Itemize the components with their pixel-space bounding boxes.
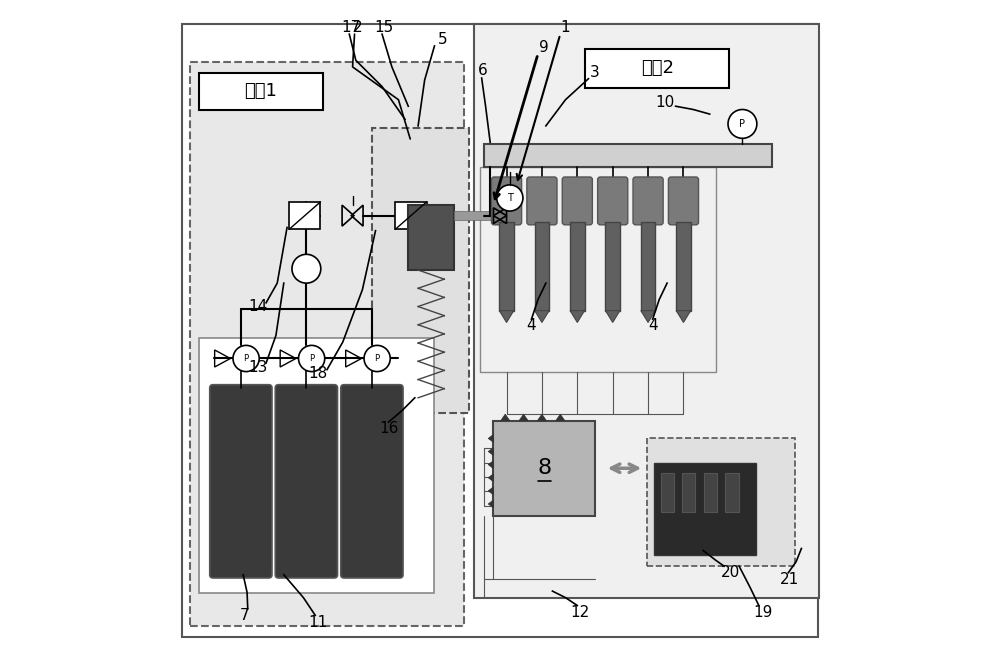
Circle shape xyxy=(299,345,325,372)
Bar xyxy=(454,211,500,220)
FancyBboxPatch shape xyxy=(598,177,628,225)
Polygon shape xyxy=(519,414,528,420)
FancyBboxPatch shape xyxy=(668,177,699,225)
Bar xyxy=(199,338,434,593)
Text: P: P xyxy=(309,354,314,363)
Text: P: P xyxy=(739,119,745,129)
FancyBboxPatch shape xyxy=(527,177,557,225)
Polygon shape xyxy=(488,434,493,442)
Circle shape xyxy=(292,254,321,283)
Bar xyxy=(372,128,469,413)
Text: 4: 4 xyxy=(648,318,657,333)
Text: 21: 21 xyxy=(780,572,799,587)
Bar xyxy=(676,222,691,311)
Bar xyxy=(408,205,454,270)
Text: 16: 16 xyxy=(379,421,398,436)
Polygon shape xyxy=(488,487,493,495)
Polygon shape xyxy=(570,311,585,322)
Polygon shape xyxy=(488,474,493,482)
Text: 10: 10 xyxy=(655,95,675,111)
Bar xyxy=(480,166,716,372)
Bar xyxy=(704,473,717,513)
Bar xyxy=(725,473,739,513)
Bar xyxy=(499,222,514,311)
Bar xyxy=(570,222,585,311)
Bar xyxy=(493,420,595,516)
Text: 7: 7 xyxy=(240,609,249,624)
Text: 5: 5 xyxy=(438,32,448,47)
Polygon shape xyxy=(676,311,691,322)
Bar xyxy=(190,63,464,626)
Bar xyxy=(199,74,323,109)
Text: 8: 8 xyxy=(537,458,551,478)
Bar xyxy=(682,473,695,513)
Bar xyxy=(605,222,620,311)
Bar xyxy=(654,463,756,555)
Text: 区域2: 区域2 xyxy=(641,59,674,77)
Text: 3: 3 xyxy=(590,64,600,80)
FancyBboxPatch shape xyxy=(491,177,522,225)
Bar xyxy=(289,202,320,230)
Polygon shape xyxy=(556,414,565,420)
Polygon shape xyxy=(488,447,493,455)
Text: 6: 6 xyxy=(477,63,487,78)
Bar xyxy=(474,24,819,597)
Text: 17: 17 xyxy=(341,20,360,35)
Text: 19: 19 xyxy=(754,605,773,620)
Circle shape xyxy=(364,345,390,372)
Text: 2: 2 xyxy=(353,20,363,35)
Text: 1: 1 xyxy=(561,20,570,35)
Polygon shape xyxy=(488,461,493,468)
Text: 11: 11 xyxy=(308,615,327,630)
Polygon shape xyxy=(501,414,510,420)
FancyBboxPatch shape xyxy=(633,177,663,225)
Text: 20: 20 xyxy=(721,565,740,580)
Text: 14: 14 xyxy=(248,299,267,314)
Circle shape xyxy=(233,345,259,372)
Bar xyxy=(647,438,795,566)
Text: 15: 15 xyxy=(374,20,394,35)
Text: 13: 13 xyxy=(248,359,267,374)
FancyBboxPatch shape xyxy=(275,385,338,578)
FancyBboxPatch shape xyxy=(210,385,272,578)
FancyBboxPatch shape xyxy=(562,177,592,225)
Text: 12: 12 xyxy=(570,605,590,620)
Circle shape xyxy=(728,109,757,138)
Text: T: T xyxy=(507,193,513,203)
Text: P: P xyxy=(244,354,249,363)
Text: 区域1: 区域1 xyxy=(244,82,277,100)
Circle shape xyxy=(497,185,523,211)
Text: 9: 9 xyxy=(539,39,549,55)
Polygon shape xyxy=(537,414,547,420)
Polygon shape xyxy=(605,311,620,322)
Bar xyxy=(535,222,549,311)
Text: 4: 4 xyxy=(527,318,536,333)
Polygon shape xyxy=(499,311,514,322)
Bar xyxy=(395,202,427,230)
Bar xyxy=(585,49,729,88)
Polygon shape xyxy=(535,311,549,322)
Bar xyxy=(661,473,674,513)
Bar xyxy=(484,143,772,166)
Bar xyxy=(641,222,655,311)
Polygon shape xyxy=(488,500,493,508)
Text: P: P xyxy=(375,354,380,363)
Polygon shape xyxy=(641,311,655,322)
Text: 18: 18 xyxy=(308,366,327,381)
FancyBboxPatch shape xyxy=(341,385,403,578)
